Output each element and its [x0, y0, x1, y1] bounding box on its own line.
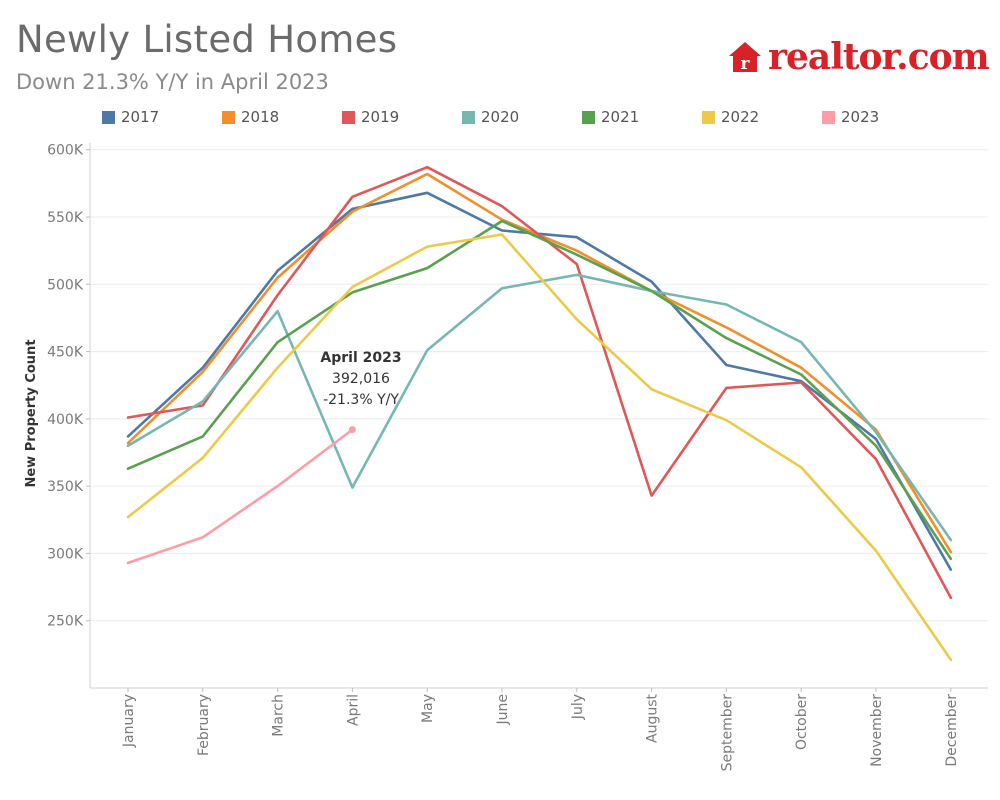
legend-item-2022[interactable]: 2022 — [702, 108, 759, 126]
y-tick-label: 450K — [47, 345, 84, 361]
y-tick-label: 400K — [47, 412, 84, 428]
legend-item-2017[interactable]: 2017 — [102, 108, 159, 126]
annotation-line: 392,016 — [332, 371, 390, 387]
legend-swatch — [822, 110, 835, 124]
chart-title: Newly Listed Homes — [16, 18, 398, 61]
series-line-2021 — [126, 219, 953, 561]
annotation-line: -21.3% Y/Y — [323, 392, 399, 408]
annotation-line: April 2023 — [320, 350, 401, 366]
y-axis-label: New Property Count — [24, 339, 39, 487]
legend-item-2020[interactable]: 2020 — [462, 108, 519, 126]
legend-label: 2017 — [121, 108, 160, 126]
legend-swatch — [102, 110, 115, 124]
series-line-2022 — [126, 233, 953, 661]
series-line-2019 — [126, 165, 953, 600]
svg-text:r: r — [741, 54, 751, 74]
legend-item-2019[interactable]: 2019 — [342, 108, 399, 126]
legend-swatch — [582, 110, 595, 124]
y-tick-label: 600K — [47, 143, 84, 159]
x-tick-label: February — [196, 694, 212, 756]
legend-item-2023[interactable]: 2023 — [822, 108, 879, 126]
legend-label: 2018 — [241, 108, 280, 126]
legend-swatch — [702, 110, 715, 124]
annotation-point — [348, 426, 356, 434]
legend-swatch — [462, 110, 475, 124]
x-tick-label: June — [495, 694, 511, 726]
legend-label: 2020 — [481, 108, 520, 126]
legend-swatch — [222, 110, 235, 124]
legend: 2017 2018 2019 2020 2021 2022 2023 — [102, 108, 982, 128]
chart-subtitle: Down 21.3% Y/Y in April 2023 — [16, 70, 329, 94]
series-line-2017 — [126, 191, 953, 571]
house-logo-icon: r — [729, 42, 761, 74]
logo-text: realtor.com — [768, 36, 990, 78]
y-tick-label: 500K — [47, 277, 84, 293]
legend-item-2021[interactable]: 2021 — [582, 108, 639, 126]
x-tick-label: December — [944, 694, 960, 767]
y-tick-label: 350K — [47, 479, 84, 495]
x-tick-label: March — [271, 694, 287, 737]
legend-item-2018[interactable]: 2018 — [222, 108, 279, 126]
legend-swatch — [342, 110, 355, 124]
x-tick-label: November — [869, 694, 885, 767]
realtor-logo[interactable]: r realtor.com — [728, 36, 990, 78]
y-tick-label: 250K — [47, 614, 84, 630]
x-tick-label: September — [719, 694, 735, 772]
x-tick-label: January — [121, 694, 137, 748]
y-tick-label: 300K — [47, 546, 84, 562]
x-tick-label: October — [794, 694, 810, 750]
y-tick-label: 550K — [47, 210, 84, 226]
legend-label: 2019 — [361, 108, 400, 126]
x-tick-label: August — [645, 693, 661, 743]
legend-label: 2022 — [721, 108, 760, 126]
x-tick-label: April — [345, 694, 361, 726]
x-tick-label: May — [420, 694, 436, 723]
legend-label: 2023 — [841, 108, 880, 126]
legend-label: 2021 — [601, 108, 640, 126]
series-line-2023 — [126, 428, 354, 565]
series-line-2020 — [126, 273, 953, 542]
x-tick-label: July — [570, 694, 586, 720]
